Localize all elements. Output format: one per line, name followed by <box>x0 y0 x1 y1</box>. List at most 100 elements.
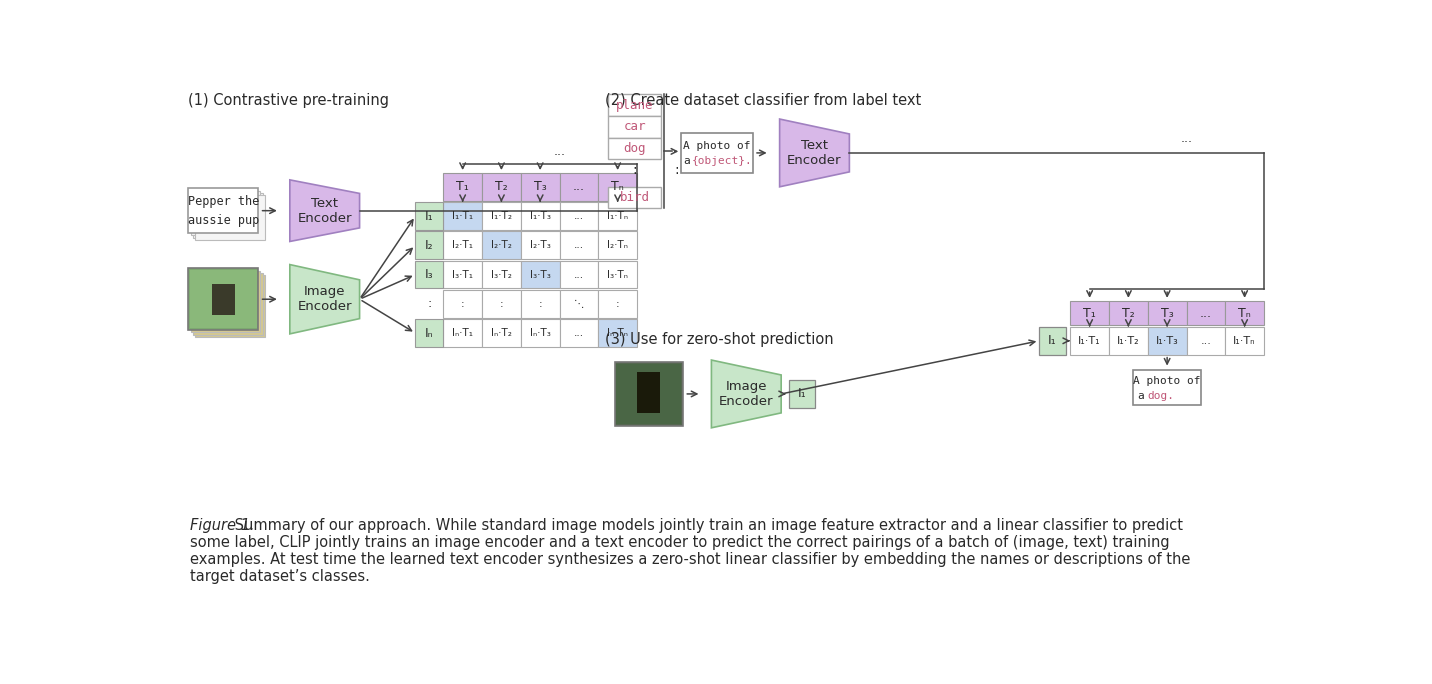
FancyBboxPatch shape <box>444 290 483 317</box>
Text: Image
Encoder: Image Encoder <box>298 285 352 313</box>
Text: bird: bird <box>620 191 650 204</box>
Text: ...: ... <box>1180 132 1193 145</box>
Text: I₃: I₃ <box>425 268 434 281</box>
FancyBboxPatch shape <box>599 173 637 200</box>
FancyBboxPatch shape <box>521 290 560 317</box>
Polygon shape <box>712 360 782 428</box>
Text: :: : <box>461 299 464 309</box>
Text: T₁: T₁ <box>457 181 470 194</box>
Text: ⋱: ⋱ <box>574 299 584 309</box>
Text: I₁·Tₙ: I₁·Tₙ <box>607 211 629 221</box>
Text: ...: ... <box>1200 306 1211 319</box>
FancyBboxPatch shape <box>609 116 662 137</box>
Text: {object}.: {object}. <box>692 156 753 166</box>
Text: I₂: I₂ <box>425 239 434 252</box>
FancyBboxPatch shape <box>1148 301 1187 326</box>
Text: A photo of: A photo of <box>683 141 750 150</box>
FancyBboxPatch shape <box>637 371 660 413</box>
FancyBboxPatch shape <box>444 319 483 347</box>
FancyBboxPatch shape <box>444 261 483 289</box>
FancyBboxPatch shape <box>521 202 560 230</box>
Text: Pepper the
aussie pup: Pepper the aussie pup <box>188 195 259 226</box>
Text: I₃·T₃: I₃·T₃ <box>530 269 550 280</box>
FancyBboxPatch shape <box>415 261 444 289</box>
Text: T₁: T₁ <box>1083 306 1095 319</box>
Text: a: a <box>684 156 697 166</box>
FancyBboxPatch shape <box>190 270 256 328</box>
FancyBboxPatch shape <box>195 276 265 337</box>
FancyBboxPatch shape <box>560 173 599 200</box>
FancyBboxPatch shape <box>521 231 560 259</box>
Text: I₃·Tₙ: I₃·Tₙ <box>607 269 629 280</box>
Text: I₂·T₃: I₂·T₃ <box>530 240 550 250</box>
Text: Text
Encoder: Text Encoder <box>788 139 842 167</box>
Text: I₁·T₃: I₁·T₃ <box>1156 336 1179 346</box>
FancyBboxPatch shape <box>560 261 599 289</box>
FancyBboxPatch shape <box>483 290 521 317</box>
FancyBboxPatch shape <box>190 271 261 332</box>
FancyBboxPatch shape <box>195 195 265 240</box>
Polygon shape <box>289 265 359 334</box>
Text: I₂·Tₙ: I₂·Tₙ <box>607 240 629 250</box>
FancyBboxPatch shape <box>1133 370 1201 406</box>
Text: :: : <box>674 163 679 177</box>
FancyBboxPatch shape <box>444 231 483 259</box>
FancyBboxPatch shape <box>599 231 637 259</box>
FancyBboxPatch shape <box>599 202 637 230</box>
Text: dog: dog <box>623 142 646 155</box>
Text: dog.: dog. <box>1147 391 1174 401</box>
Text: Iₙ·T₃: Iₙ·T₃ <box>530 328 550 338</box>
Text: a: a <box>1137 391 1151 401</box>
FancyBboxPatch shape <box>609 137 662 159</box>
FancyBboxPatch shape <box>193 273 262 334</box>
Text: I₃·T₂: I₃·T₂ <box>491 269 511 280</box>
FancyBboxPatch shape <box>1187 327 1226 355</box>
Text: :: : <box>538 299 541 309</box>
FancyBboxPatch shape <box>521 173 560 200</box>
Text: Tₙ: Tₙ <box>1239 306 1252 319</box>
FancyBboxPatch shape <box>188 188 258 233</box>
Polygon shape <box>289 180 359 241</box>
Text: I₁·Tₙ: I₁·Tₙ <box>1233 336 1256 346</box>
FancyBboxPatch shape <box>190 191 261 235</box>
FancyBboxPatch shape <box>483 231 521 259</box>
FancyBboxPatch shape <box>521 261 560 289</box>
FancyBboxPatch shape <box>521 319 560 347</box>
FancyBboxPatch shape <box>599 319 637 347</box>
FancyBboxPatch shape <box>1226 327 1264 355</box>
FancyBboxPatch shape <box>609 94 662 116</box>
FancyBboxPatch shape <box>1108 327 1148 355</box>
FancyBboxPatch shape <box>599 261 637 289</box>
FancyBboxPatch shape <box>614 363 683 425</box>
FancyBboxPatch shape <box>483 319 521 347</box>
Text: Iₙ: Iₙ <box>425 326 434 339</box>
Text: ...: ... <box>573 181 584 194</box>
Text: I₂·T₁: I₂·T₁ <box>453 240 473 250</box>
Text: examples. At test time the learned text encoder synthesizes a zero-shot linear c: examples. At test time the learned text … <box>190 552 1190 567</box>
FancyBboxPatch shape <box>415 319 444 347</box>
FancyBboxPatch shape <box>415 202 444 230</box>
Text: ...: ... <box>574 240 584 250</box>
FancyBboxPatch shape <box>1148 327 1187 355</box>
FancyBboxPatch shape <box>188 268 258 330</box>
FancyBboxPatch shape <box>1226 301 1264 326</box>
FancyBboxPatch shape <box>560 290 599 317</box>
Text: A photo of: A photo of <box>1133 376 1201 386</box>
FancyBboxPatch shape <box>415 231 444 259</box>
Text: :: : <box>616 299 620 309</box>
Text: Tₙ: Tₙ <box>611 181 624 194</box>
FancyBboxPatch shape <box>1070 301 1108 326</box>
Text: :: : <box>427 298 431 311</box>
Text: :: : <box>500 299 503 309</box>
FancyBboxPatch shape <box>560 231 599 259</box>
Text: T₃: T₃ <box>534 181 547 194</box>
Text: Figure 1.: Figure 1. <box>190 518 255 533</box>
Text: Iₙ·T₂: Iₙ·T₂ <box>491 328 511 338</box>
FancyBboxPatch shape <box>560 202 599 230</box>
FancyBboxPatch shape <box>483 261 521 289</box>
FancyBboxPatch shape <box>444 202 483 230</box>
Text: I₁·T₂: I₁·T₂ <box>491 211 511 221</box>
Text: Iₙ·Tₙ: Iₙ·Tₙ <box>607 328 629 338</box>
Text: :: : <box>633 163 637 177</box>
FancyBboxPatch shape <box>483 173 521 200</box>
